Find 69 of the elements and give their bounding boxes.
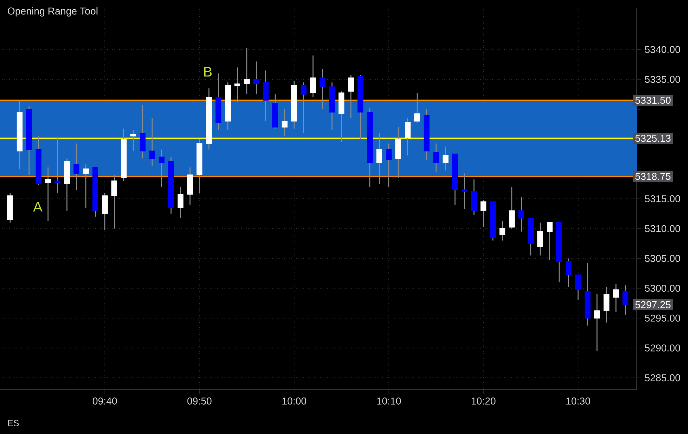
- candlestick: [500, 220, 506, 242]
- candlestick: [604, 286, 610, 324]
- candlestick: [45, 167, 52, 222]
- x-tick-label: 10:30: [566, 398, 590, 405]
- candlestick: [480, 200, 487, 228]
- candlestick: [338, 91, 345, 143]
- candlestick: [149, 118, 156, 167]
- candlestick: [234, 67, 240, 103]
- candlestick: [462, 173, 468, 210]
- candlestick: [54, 137, 61, 194]
- y-tick-label: 5310.00: [645, 225, 680, 232]
- candlestick: [158, 149, 165, 188]
- candlestick: [187, 167, 194, 206]
- candlestick: [518, 197, 524, 232]
- candlestick: [613, 284, 620, 313]
- y-tick-label: 5340.00: [645, 46, 680, 54]
- candlestick: [547, 222, 553, 261]
- y-tick-label: 5290.00: [645, 344, 680, 352]
- candlestick: [254, 61, 260, 96]
- candlestick: [282, 108, 288, 137]
- annotation: A: [33, 202, 43, 212]
- candlestick: [405, 118, 411, 156]
- y-tick-label: 5315.00: [645, 195, 680, 203]
- candlestick: [244, 48, 250, 96]
- candlestick: [83, 164, 90, 208]
- candlestick: [622, 285, 629, 316]
- x-tick-label: 10:20: [472, 398, 496, 405]
- candlestick: [396, 126, 402, 179]
- candlestick: [272, 94, 278, 130]
- candlestick: [130, 130, 136, 152]
- chart-title: Opening Range Tool: [8, 8, 98, 17]
- candlestick: [64, 158, 70, 212]
- x-tick-label: 10:10: [377, 398, 402, 405]
- y-tick-label: 5295.00: [645, 314, 680, 322]
- candlestick: [348, 74, 354, 119]
- y-tick-label: 5305.00: [645, 255, 680, 262]
- x-tick-label: 10:00: [282, 398, 306, 405]
- candlestick: [140, 104, 146, 160]
- text: ES: [8, 420, 20, 426]
- ref-line-label: 5325.13: [636, 135, 671, 142]
- x-tick-label: 09:50: [188, 398, 212, 405]
- ref-line-label: 5331.50: [636, 96, 671, 104]
- candlestick: [320, 68, 326, 110]
- candlestick: [386, 143, 392, 188]
- candlestick: [178, 186, 184, 219]
- y-tick-label: 5300.00: [645, 285, 680, 292]
- candlestick: [471, 179, 478, 216]
- candlestick: [300, 82, 307, 134]
- candlestick: [538, 222, 544, 256]
- annotation: 5297.25: [636, 301, 671, 308]
- candlestick: [310, 55, 316, 98]
- y-tick-label: 5285.00: [645, 374, 680, 382]
- y-tick-label: 5335.00: [645, 76, 680, 84]
- candlestick: [7, 192, 14, 224]
- candlestick: [433, 143, 440, 173]
- candlestick: [594, 294, 600, 352]
- candlestick: [566, 258, 572, 288]
- candlestick: [263, 70, 269, 122]
- candlestick: [442, 146, 449, 172]
- candlestick: [575, 274, 582, 301]
- candlestick: [112, 174, 118, 230]
- candlestick: [376, 132, 382, 185]
- candlestick: [102, 192, 108, 231]
- annotation: B: [204, 67, 212, 77]
- candlestick: [509, 186, 515, 230]
- ref-line-label: 5318.75: [636, 173, 671, 180]
- candlestick: [414, 92, 420, 124]
- candlestick: [74, 143, 80, 191]
- x-tick-label: 09:40: [92, 398, 118, 405]
